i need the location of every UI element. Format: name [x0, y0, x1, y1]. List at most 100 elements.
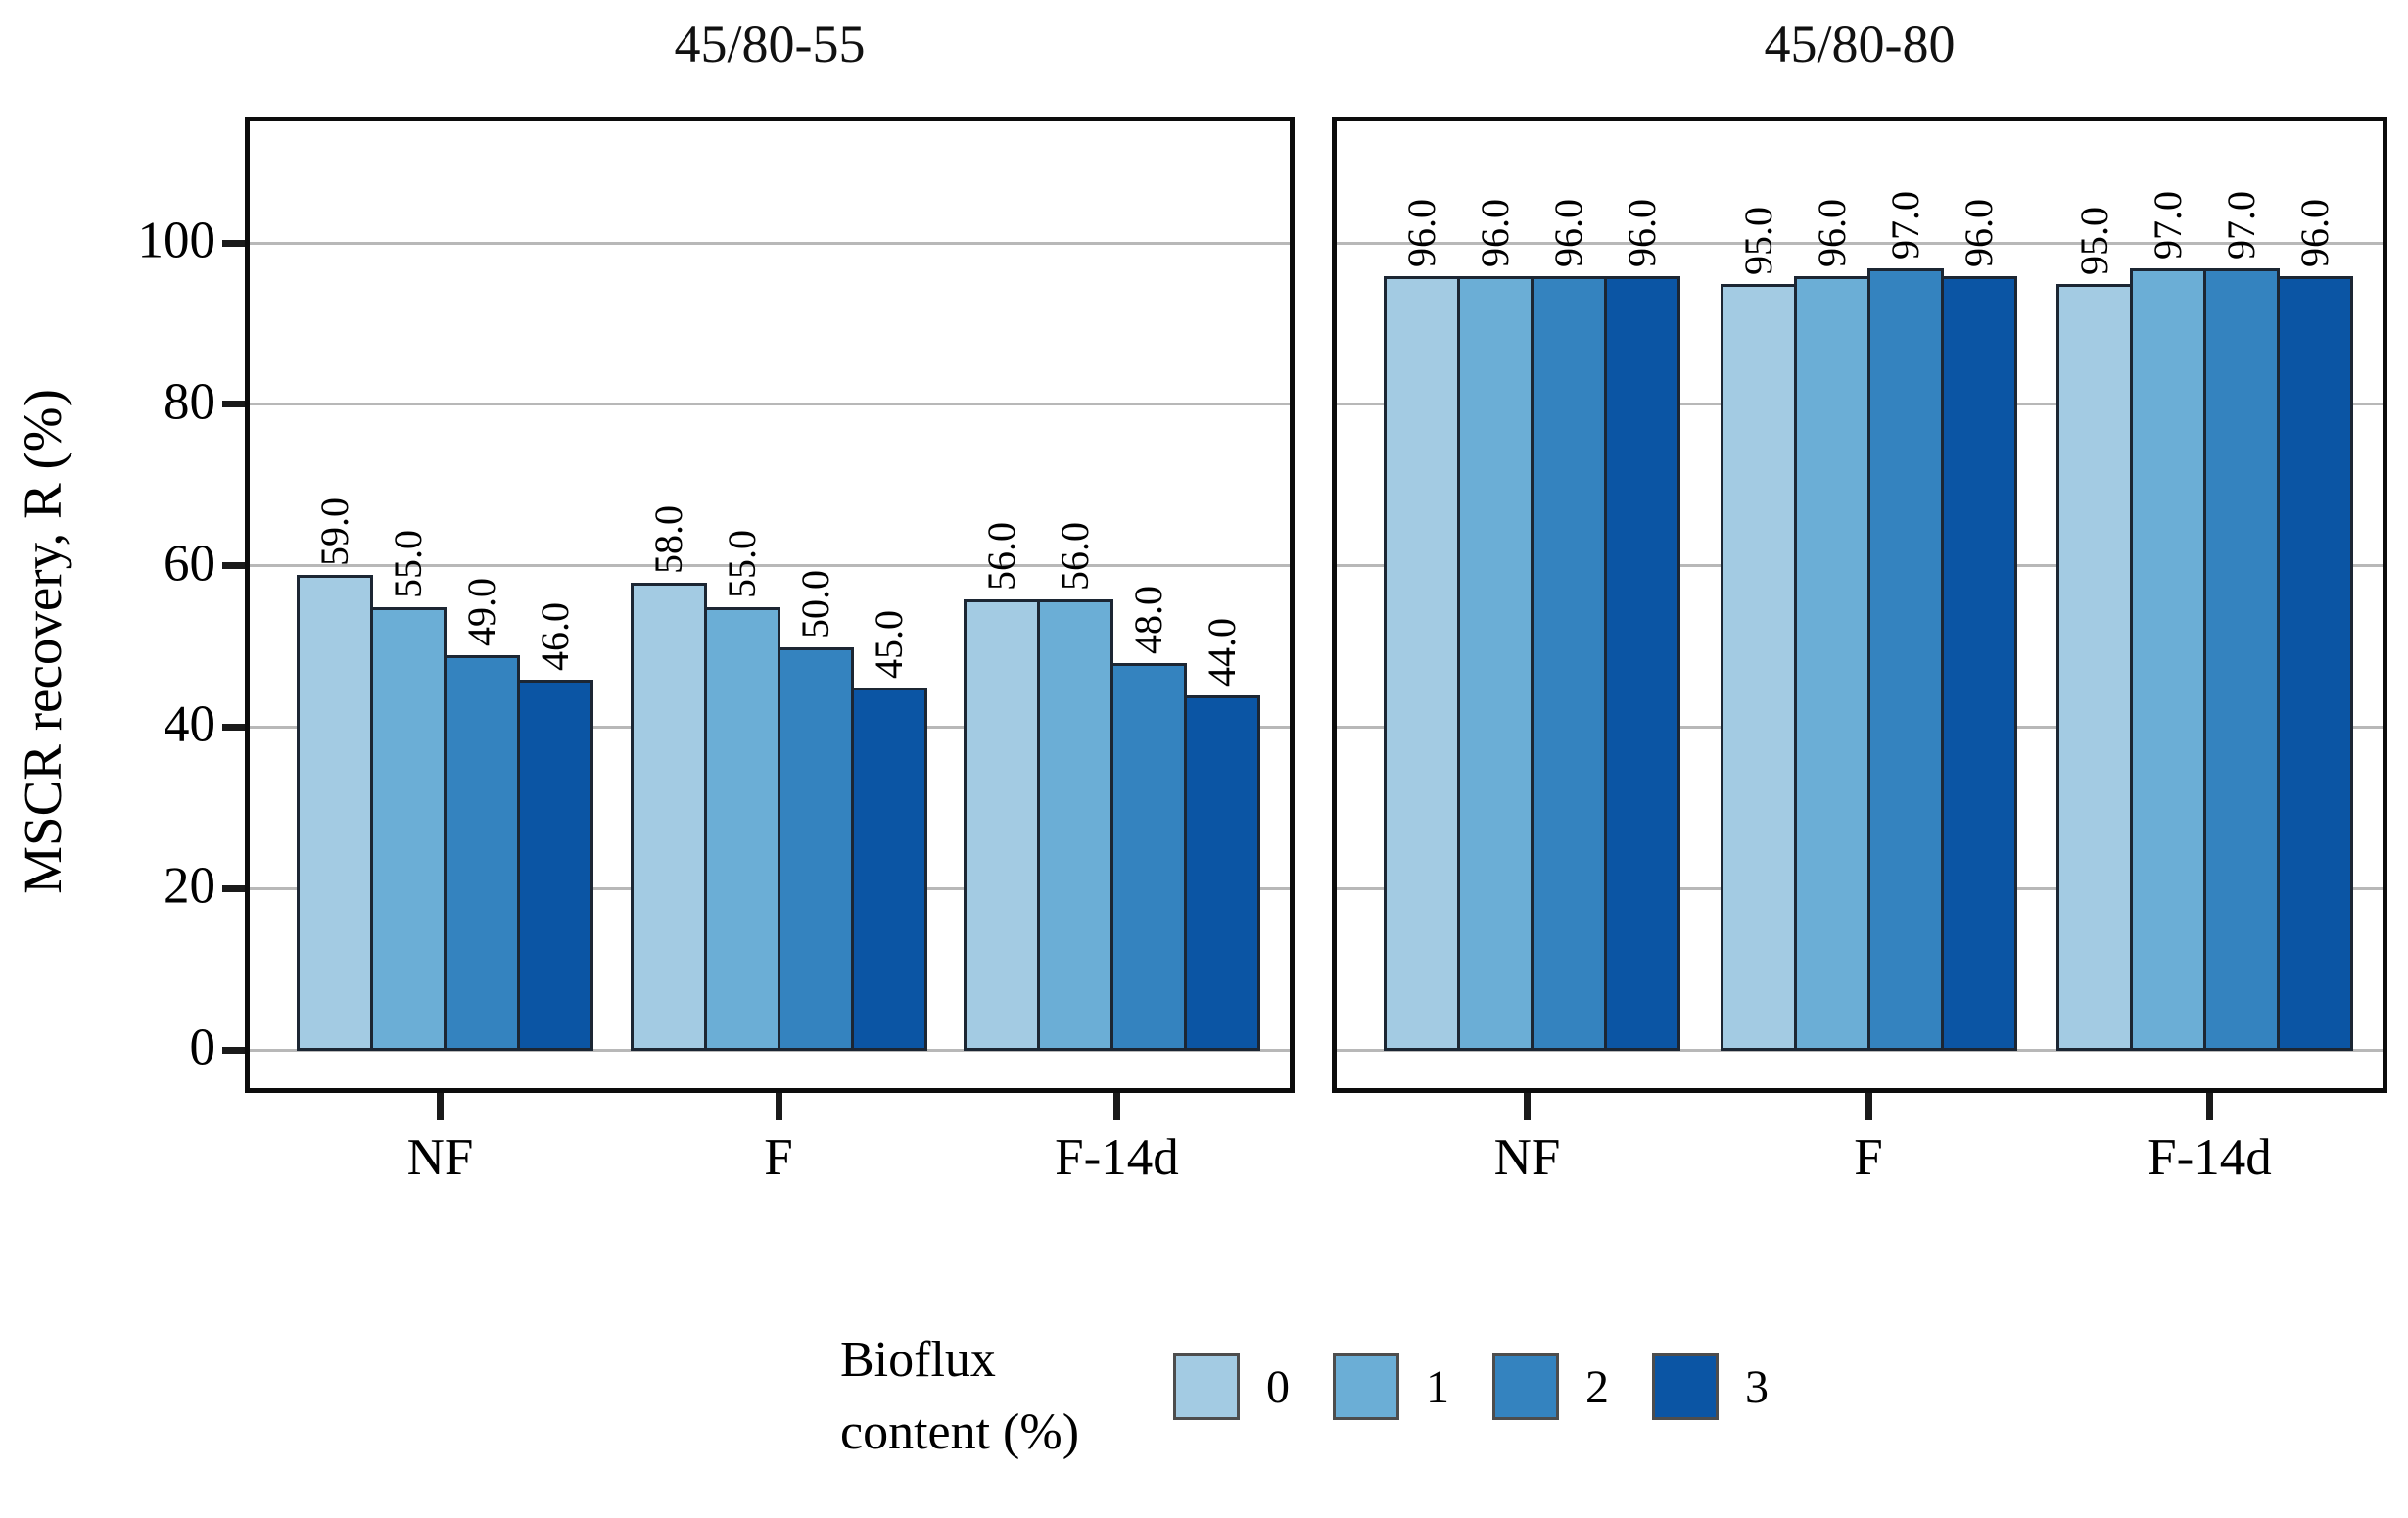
- y-tick-mark: [222, 239, 248, 247]
- gridline-100: [1337, 241, 2383, 245]
- legend-swatch: [1492, 1353, 1559, 1420]
- x-axis-right: NF F F-14d: [1332, 1093, 2387, 1187]
- y-tick-label: 100: [137, 212, 216, 269]
- bar-value-label: 55.0: [719, 529, 764, 598]
- y-tick-mark: [222, 723, 248, 731]
- x-category: F: [1721, 1093, 2017, 1187]
- y-tick-mark: [222, 884, 248, 892]
- x-tick-label: NF: [406, 1129, 474, 1186]
- bar-value-label: 49.0: [459, 578, 503, 647]
- bar-group-NF: 59.0 55.0 49.0 46.0: [297, 498, 593, 1051]
- bar-value-label: 96.0: [1620, 198, 1664, 267]
- x-category: NF: [1379, 1093, 1676, 1187]
- bar: 50.0: [777, 570, 854, 1051]
- bar: 44.0: [1184, 618, 1260, 1051]
- bar: 95.0: [1720, 207, 1797, 1051]
- y-tick-mark: [222, 1046, 248, 1054]
- bar-value-label: 59.0: [312, 497, 356, 566]
- bar-value-label: 96.0: [1809, 198, 1854, 267]
- bar-value-label: 97.0: [1882, 190, 1927, 260]
- legend-item-0: 0: [1173, 1353, 1290, 1420]
- bar-value-label: 56.0: [1053, 521, 1097, 591]
- x-tick-label: F-14d: [2148, 1129, 2272, 1186]
- bar-value-label: 44.0: [1200, 618, 1244, 688]
- bar-value-label: 97.0: [2146, 190, 2190, 260]
- panel-45-80-80: 96.0 96.0 96.0 96.0 95.0 96.0 97.0 96.0 95.0 97.0…: [1332, 117, 2387, 1093]
- bar: 55.0: [370, 530, 447, 1051]
- bar: 96.0: [1457, 199, 1534, 1051]
- bar: 56.0: [964, 522, 1040, 1051]
- x-axis-left: NF F F-14d: [245, 1093, 1295, 1187]
- x-tick-label: F: [764, 1129, 793, 1186]
- bar: 97.0: [2130, 191, 2206, 1051]
- x-tick-mark: [775, 1093, 782, 1120]
- x-tick-mark: [1113, 1093, 1120, 1120]
- legend-item-3: 3: [1652, 1353, 1769, 1420]
- legend-swatch: [1333, 1353, 1399, 1420]
- bar-value-label: 96.0: [1956, 198, 2001, 267]
- bar-value-label: 96.0: [2292, 198, 2337, 267]
- bar: 96.0: [1793, 199, 1870, 1051]
- bar-group-F-14d: 95.0 97.0 97.0 96.0: [2056, 191, 2353, 1051]
- legend-title-line1: Bioflux: [840, 1332, 996, 1388]
- bar-group-F: 58.0 55.0 50.0 45.0: [630, 505, 927, 1051]
- x-tick-label: NF: [1493, 1129, 1561, 1186]
- bar: 97.0: [1866, 191, 1944, 1051]
- bar-value-label: 50.0: [792, 570, 837, 639]
- legend-title-line2: content (%): [840, 1403, 1080, 1460]
- bar: 58.0: [630, 505, 707, 1051]
- gridline-80: [250, 403, 1290, 406]
- y-tick-label: 40: [164, 695, 215, 753]
- bar-value-label: 56.0: [979, 521, 1023, 591]
- bar: 45.0: [850, 610, 927, 1051]
- x-tick-mark: [437, 1093, 444, 1120]
- x-tick-mark: [1865, 1093, 1872, 1120]
- bar-value-label: 95.0: [1735, 207, 1780, 276]
- legend-entry-label: 1: [1426, 1360, 1449, 1413]
- legend-entry-label: 2: [1585, 1360, 1609, 1413]
- panel-title-left: 45/80-55: [674, 15, 866, 73]
- x-tick-label: F: [1854, 1129, 1883, 1186]
- x-tick-mark: [1524, 1093, 1531, 1120]
- legend-entry-label: 0: [1266, 1360, 1290, 1413]
- x-tick-mark: [2206, 1093, 2213, 1120]
- y-tick-mark: [222, 562, 248, 570]
- y-axis-title: MSCR recovery, R (%): [13, 389, 72, 894]
- y-tick-label: 60: [164, 535, 215, 593]
- legend-swatch: [1173, 1353, 1240, 1420]
- bar-value-label: 97.0: [2219, 190, 2263, 260]
- bar-value-label: 96.0: [1399, 198, 1443, 267]
- bar: 46.0: [517, 602, 593, 1051]
- y-tick-label: 20: [164, 857, 215, 915]
- bar: 96.0: [1531, 199, 1607, 1051]
- bar: 96.0: [1604, 199, 1680, 1051]
- y-tick-label: 80: [164, 373, 215, 431]
- x-category: NF: [292, 1093, 589, 1187]
- bar: 59.0: [297, 498, 373, 1051]
- panel-title-right: 45/80-80: [1764, 15, 1956, 73]
- bar-value-label: 96.0: [1473, 198, 1517, 267]
- legend-title: Bioflux content (%): [840, 1324, 1079, 1469]
- bar-value-label: 55.0: [386, 529, 430, 598]
- bar-value-label: 96.0: [1546, 198, 1590, 267]
- bar-value-label: 45.0: [866, 610, 911, 680]
- bar: 55.0: [703, 530, 780, 1051]
- x-category: F: [631, 1093, 927, 1187]
- panel-45-80-55: 59.0 55.0 49.0 46.0 58.0 55.0 50.0 45.0 56.0 56.0…: [245, 117, 1295, 1093]
- bar: 56.0: [1037, 522, 1113, 1051]
- x-category: F-14d: [2061, 1093, 2358, 1187]
- legend-entry-label: 3: [1745, 1360, 1769, 1413]
- legend-item-2: 2: [1492, 1353, 1609, 1420]
- bar-value-label: 46.0: [533, 601, 577, 671]
- gridline-60: [250, 564, 1290, 568]
- bar-group-F-14d: 56.0 56.0 48.0 44.0: [964, 522, 1260, 1051]
- legend: 0 1 2 3: [1173, 1353, 1769, 1420]
- legend-item-1: 1: [1333, 1353, 1449, 1420]
- bar: 96.0: [1384, 199, 1460, 1051]
- legend-swatch: [1652, 1353, 1719, 1420]
- y-tick-mark: [222, 401, 248, 408]
- bar: 97.0: [2203, 191, 2280, 1051]
- bar-groups: 59.0 55.0 49.0 46.0 58.0 55.0 50.0 45.0 56.0 56.0…: [250, 498, 1290, 1051]
- gridline-100: [250, 241, 1290, 245]
